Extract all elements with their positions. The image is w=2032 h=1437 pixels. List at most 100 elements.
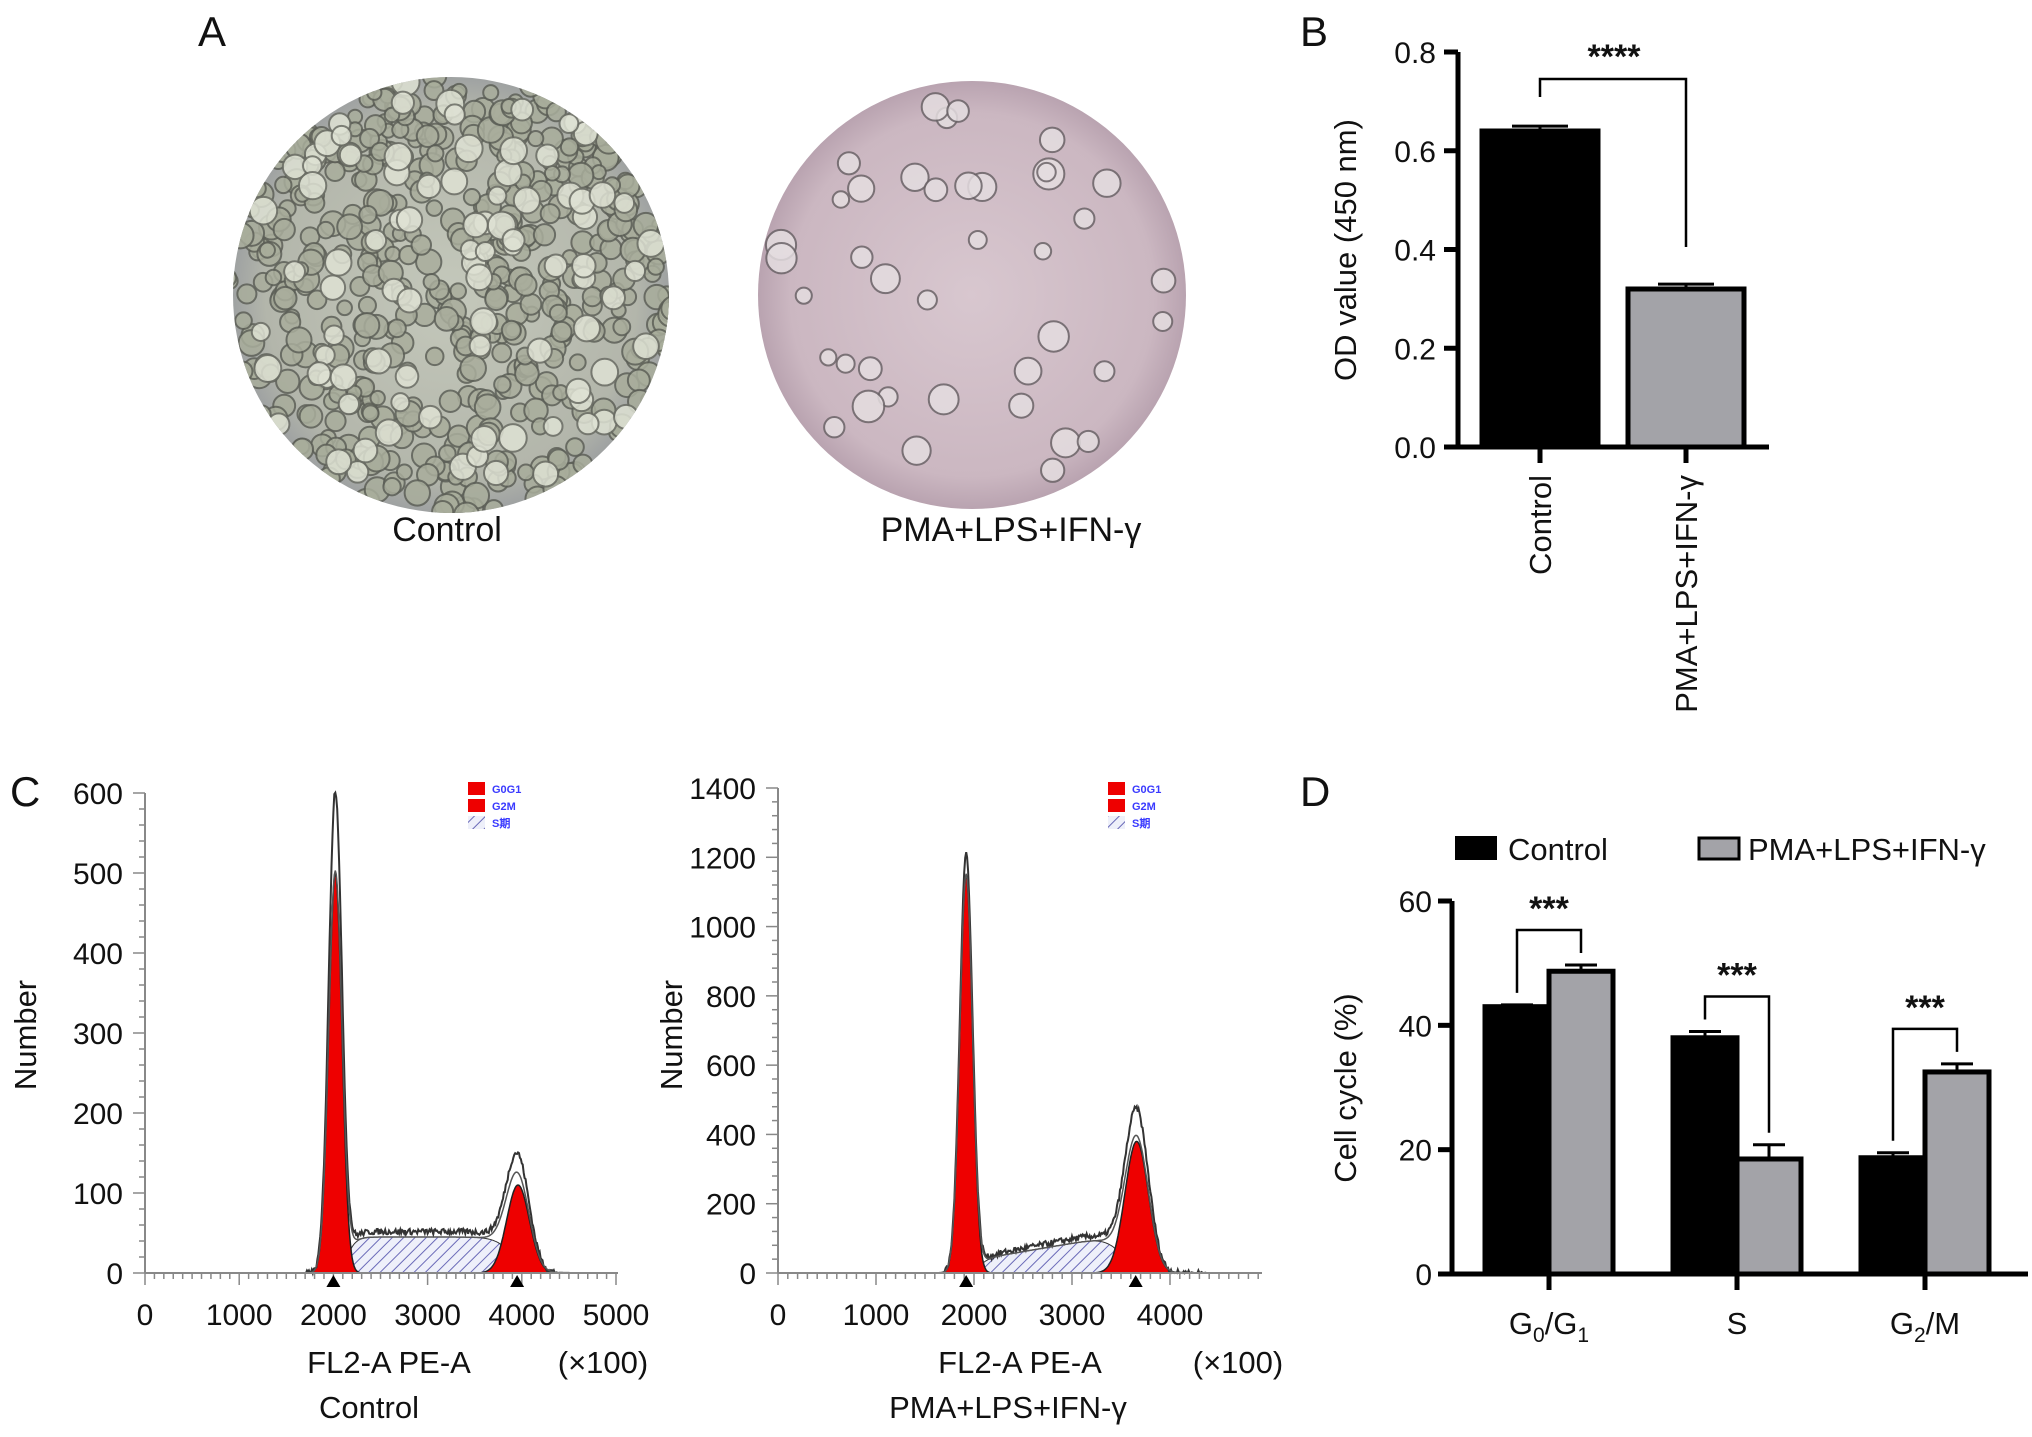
- x-tick-label: 4000: [1137, 1299, 1204, 1332]
- cell: [316, 220, 335, 240]
- legend-label: G0G1: [492, 784, 521, 796]
- bar: [1922, 1069, 1992, 1277]
- x-tick-label: 0: [770, 1299, 787, 1332]
- panel-label-c: C: [10, 768, 40, 815]
- cell: [535, 143, 560, 168]
- histogram-treated-xunit: (×100): [1193, 1345, 1283, 1380]
- x-tick-label: 3000: [1039, 1299, 1106, 1332]
- cell: [410, 234, 433, 256]
- cell: [857, 356, 883, 382]
- bar: [1858, 1155, 1928, 1277]
- cell: [396, 287, 423, 314]
- cell: [330, 124, 353, 147]
- cell: [527, 129, 545, 148]
- cell: [498, 423, 528, 453]
- cell: [338, 143, 363, 167]
- cell: [274, 175, 293, 195]
- legend-swatch: [1108, 799, 1125, 812]
- x-tick-label: 3000: [394, 1299, 461, 1332]
- cell: [1033, 241, 1053, 261]
- cell: [253, 354, 283, 383]
- y-tick-label: 0: [739, 1258, 756, 1291]
- cell: [470, 425, 498, 453]
- cell: [264, 268, 283, 287]
- cell: [431, 499, 455, 513]
- cell: [323, 324, 345, 346]
- cell: [352, 437, 379, 464]
- y-tick-label: 0.0: [1394, 432, 1436, 465]
- cell: [234, 311, 253, 331]
- cell: [1038, 126, 1066, 154]
- bar: [1479, 128, 1601, 450]
- cell: [487, 185, 508, 206]
- legend-swatch: [468, 782, 485, 795]
- y-tick-label: 40: [1399, 1010, 1432, 1043]
- histogram-treated-xlabel: FL2-A PE-A: [938, 1345, 1102, 1380]
- micrograph-treated: [758, 81, 1186, 509]
- significance-label: ***: [1717, 957, 1757, 995]
- cell: [425, 346, 445, 367]
- cell: [353, 311, 381, 339]
- x-tick-label: 2000: [941, 1299, 1008, 1332]
- cell: [851, 389, 886, 424]
- cell: [443, 103, 466, 126]
- cell: [548, 303, 568, 323]
- y-tick-label: 60: [1399, 886, 1432, 919]
- histogram-treated-title: PMA+LPS+IFN-γ: [889, 1390, 1127, 1425]
- y-tick-label: 200: [73, 1098, 123, 1131]
- significance-bracket: [1515, 928, 1583, 993]
- x-tick-label: 1000: [843, 1299, 910, 1332]
- micrograph-control-label: Control: [392, 511, 502, 549]
- histogram-control: 0 1000 2000 3000 4000 5000 0 100 200 300 400 500 600…: [73, 778, 649, 1332]
- cell: [626, 368, 651, 393]
- cell: [469, 307, 498, 336]
- y-tick-label: 200: [706, 1189, 756, 1222]
- panel-label-d: D: [1300, 768, 1330, 815]
- cell: [613, 403, 640, 430]
- legend-label: G2M: [1132, 801, 1156, 813]
- bar: [1625, 286, 1747, 450]
- cell: [258, 241, 276, 259]
- cell: [357, 295, 377, 315]
- y-tick-label: 0.6: [1394, 136, 1436, 169]
- cell: [539, 203, 561, 225]
- peak-marker: [510, 1275, 525, 1287]
- cell: [290, 437, 315, 462]
- cell: [358, 205, 378, 225]
- cell: [499, 136, 529, 166]
- y-tick-label: 20: [1399, 1135, 1432, 1168]
- cell: [923, 177, 949, 203]
- cell: [297, 170, 328, 201]
- cell: [514, 273, 538, 297]
- cell: [233, 221, 255, 250]
- y-tick-label: 1200: [689, 842, 756, 875]
- cell: [542, 416, 564, 437]
- cell: [501, 228, 526, 253]
- cell: [465, 263, 494, 292]
- cell: [275, 368, 301, 394]
- cell: [468, 334, 492, 358]
- cell: [319, 274, 347, 301]
- cell: [517, 463, 535, 482]
- cell: [590, 357, 620, 387]
- cell: [453, 501, 481, 513]
- cell: [532, 223, 557, 247]
- cell: [483, 459, 510, 487]
- cell: [1150, 267, 1177, 294]
- cell: [613, 192, 636, 214]
- cell: [946, 99, 970, 123]
- cell: [588, 181, 617, 209]
- cell: [869, 263, 901, 295]
- cell: [765, 242, 798, 275]
- legend-swatch-treated: [1697, 836, 1741, 861]
- cell: [416, 173, 442, 200]
- cell: [336, 299, 353, 317]
- cell: [473, 393, 502, 421]
- cell: [395, 206, 424, 234]
- cell: [543, 253, 569, 278]
- cell: [324, 409, 347, 433]
- cell: [836, 151, 861, 176]
- cell: [660, 295, 669, 322]
- y-tick-label: 0.4: [1394, 235, 1436, 268]
